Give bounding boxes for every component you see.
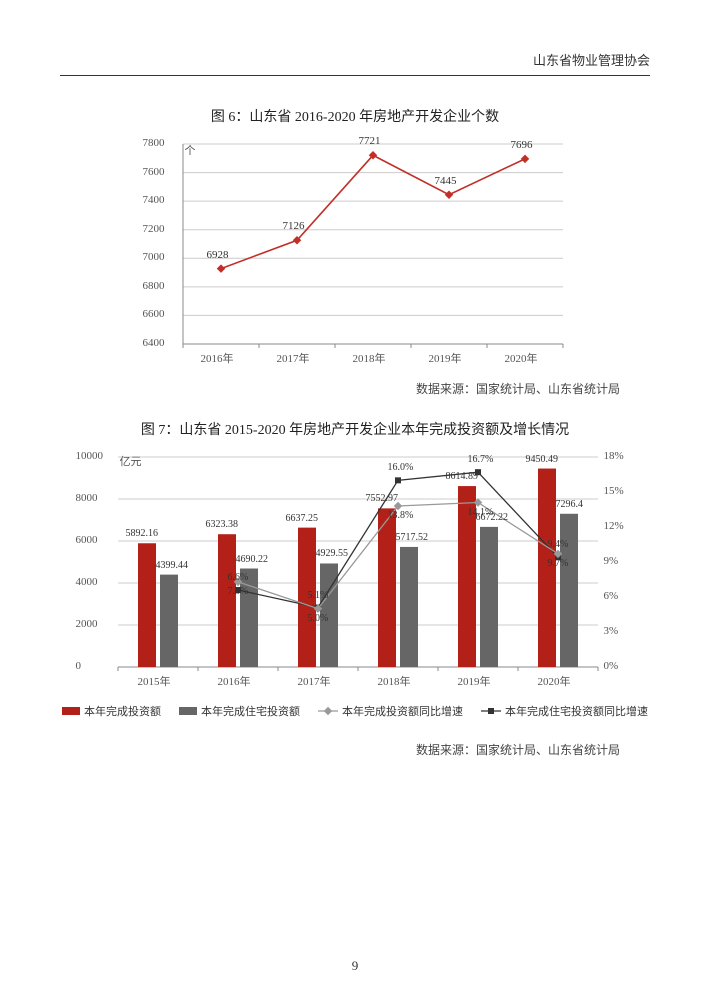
chart6-ytick: 7200: [143, 223, 165, 235]
chart6-xtick: 2019年: [429, 350, 462, 366]
chart6-value-label: 7445: [435, 175, 457, 187]
chart6-ytick: 6600: [143, 308, 165, 320]
chart7-ytick-left: 10000: [76, 450, 104, 462]
chart7-line-label: 5.1%: [308, 590, 329, 601]
chart7-bar-a-label: 7552.97: [366, 493, 399, 504]
chart7-ytick-left: 4000: [76, 576, 98, 588]
chart7-ytick-right: 3%: [604, 625, 619, 637]
chart6: 6400 6600 6800 7000 7200 7400 7600 7800 个 2016年 20…: [128, 134, 583, 374]
legend-label: 本年完成投资额同比增速: [342, 703, 463, 719]
chart6-ytick: 7000: [143, 251, 165, 263]
chart7-ytick-right: 15%: [604, 485, 624, 497]
chart7-ytick-left: 8000: [76, 492, 98, 504]
chart6-ytick: 6400: [143, 337, 165, 349]
chart7-bar-b-label: 5717.52: [396, 532, 429, 543]
chart6-ytick: 7800: [143, 137, 165, 149]
chart7-ytick-right: 9%: [604, 555, 619, 567]
header-rule: [60, 75, 650, 76]
chart6-value-label: 7721: [359, 135, 381, 147]
chart6-ytick: 6800: [143, 280, 165, 292]
chart6-value-label: 7696: [511, 139, 533, 151]
chart7-line-label: 7.3%: [228, 586, 249, 597]
legend-item: 本年完成住宅投资额: [179, 703, 300, 719]
chart6-source: 数据来源：国家统计局、山东省统计局: [60, 380, 650, 397]
chart6-ytick: 7400: [143, 194, 165, 206]
legend-item: 本年完成住宅投资额同比增速: [481, 703, 648, 719]
legend-swatch: [481, 706, 501, 716]
legend-swatch: [318, 706, 338, 716]
chart7-xtick: 2017年: [298, 673, 331, 689]
chart7-ytick-right: 12%: [604, 520, 624, 532]
chart7-line-label: 9.4%: [548, 539, 569, 550]
chart7-line-label: 5.0%: [308, 613, 329, 624]
page: 山东省物业管理协会 图 6：山东省 2016-2020 年房地产开发企业个数 6…: [0, 0, 710, 1004]
chart7-line-label: 9.7%: [548, 558, 569, 569]
chart7-ytick-right: 0%: [604, 660, 619, 672]
chart7-bar-a-label: 9450.49: [526, 454, 559, 465]
chart7-line-label: 6.6%: [228, 572, 249, 583]
chart7-ytick-left: 0: [76, 660, 82, 672]
chart7-line-label: 14.1%: [468, 507, 494, 518]
chart7-line-label: 16.0%: [388, 462, 414, 473]
chart7-ytick-left: 2000: [76, 618, 98, 630]
chart6-xtick: 2018年: [353, 350, 386, 366]
chart6-xtick: 2016年: [201, 350, 234, 366]
chart6-ytick: 7600: [143, 166, 165, 178]
header-org: 山东省物业管理协会: [60, 50, 650, 69]
chart7-bar-a-label: 5892.16: [126, 528, 159, 539]
legend-swatch: [179, 707, 197, 715]
chart7-yunit: 亿元: [120, 453, 142, 469]
legend-swatch: [62, 707, 80, 715]
chart7-ytick-left: 6000: [76, 534, 98, 546]
chart6-yunit: 个: [185, 142, 196, 158]
chart7-ytick-right: 18%: [604, 450, 624, 462]
chart7-xtick: 2015年: [138, 673, 171, 689]
chart7-legend: 本年完成投资额 本年完成住宅投资额 本年完成投资额同比增速 本年完成住宅投资额同比增速: [60, 703, 650, 719]
chart7-bar-a-label: 8614.89: [446, 471, 479, 482]
legend-item: 本年完成投资额: [62, 703, 161, 719]
chart7-bar-b-label: 4399.44: [156, 560, 189, 571]
chart7-xtick: 2016年: [218, 673, 251, 689]
legend-label: 本年完成住宅投资额: [201, 703, 300, 719]
chart7-ytick-right: 6%: [604, 590, 619, 602]
chart6-value-label: 7126: [283, 220, 305, 232]
chart7-line-label: 16.7%: [468, 454, 494, 465]
chart7-bar-b-label: 4690.22: [236, 554, 269, 565]
chart7-xtick: 2019年: [458, 673, 491, 689]
legend-item: 本年完成投资额同比增速: [318, 703, 463, 719]
chart7-line-label: 13.8%: [388, 510, 414, 521]
chart6-xtick: 2017年: [277, 350, 310, 366]
legend-label: 本年完成住宅投资额同比增速: [505, 703, 648, 719]
chart7-bar-b-label: 4929.55: [316, 548, 349, 559]
chart7-bar-a-label: 6637.25: [286, 513, 319, 524]
chart7-bar-b-label: 7296.4: [556, 499, 584, 510]
page-number: 9: [0, 958, 710, 974]
chart7: 0 2000 4000 6000 8000 10000 0% 3% 6% 9% 12% 15% 18% 亿…: [63, 447, 648, 697]
chart7-xtick: 2018年: [378, 673, 411, 689]
chart7-source: 数据来源：国家统计局、山东省统计局: [60, 741, 650, 758]
chart7-xtick: 2020年: [538, 673, 571, 689]
chart6-xtick: 2020年: [505, 350, 538, 366]
legend-label: 本年完成投资额: [84, 703, 161, 719]
chart7-bar-a-label: 6323.38: [206, 519, 239, 530]
chart7-title: 图 7：山东省 2015-2020 年房地产开发企业本年完成投资额及增长情况: [60, 419, 650, 439]
chart6-title: 图 6：山东省 2016-2020 年房地产开发企业个数: [60, 106, 650, 126]
chart6-value-label: 6928: [207, 249, 229, 261]
